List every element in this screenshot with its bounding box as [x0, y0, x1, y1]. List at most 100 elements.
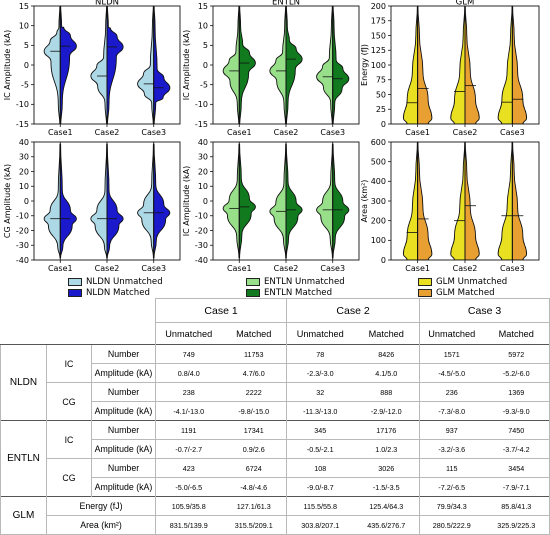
y-tick-label: -10	[195, 100, 208, 109]
violin-half	[222, 143, 240, 259]
x-tick-label: Case3	[500, 128, 525, 137]
x-tick-label: Case2	[453, 128, 478, 137]
legend-swatch	[246, 277, 260, 286]
table-cell: 1191	[155, 420, 222, 440]
x-tick-label: Case1	[48, 264, 73, 273]
y-tick-label: 0	[203, 197, 208, 206]
table-cell: 105.9/35.8	[155, 496, 222, 516]
violin-half	[238, 143, 256, 259]
y-tick-label: -40	[16, 256, 29, 265]
violin-half	[497, 6, 513, 124]
violin-half	[417, 6, 433, 124]
table-cell: -9.0/-8.7	[286, 477, 354, 497]
violin-half	[59, 143, 77, 259]
violin-half	[417, 142, 433, 260]
y-tick-label: -10	[16, 212, 29, 221]
table-cell: 345	[286, 420, 354, 440]
legend-swatch	[68, 277, 82, 286]
metric-label: Amplitude (kA)	[90, 401, 156, 421]
table-cell: 11753	[221, 344, 287, 364]
violin-half	[90, 143, 108, 259]
legend-item: NLDN Matched	[68, 287, 163, 298]
table-cell: 238	[155, 382, 222, 402]
y-tick-label: 0	[381, 120, 386, 129]
table-cell: 280.5/222.9	[419, 515, 484, 535]
table-cell: 17341	[221, 420, 287, 440]
y-tick-label: 300	[371, 197, 386, 206]
table-cell: -3.7/-4.2	[483, 439, 550, 459]
violin-half	[402, 6, 419, 124]
table-cell: -11.3/-13.0	[286, 401, 354, 421]
panel-title: GLM	[456, 0, 475, 8]
y-tick-label: 15	[19, 2, 29, 11]
y-tick-label: 100	[371, 61, 386, 70]
violin-half	[464, 142, 480, 260]
metric-label: Area (km²)	[45, 515, 156, 535]
y-axis-label: CG Amplitude (kA)	[3, 164, 12, 238]
table-cell: -1.5/-3.5	[353, 477, 420, 497]
y-tick-label: 0	[381, 256, 386, 265]
table-cell: -9.8/-15.0	[221, 401, 287, 421]
unmatched-header: Unmatched	[286, 322, 354, 345]
table-cell: 2222	[221, 382, 287, 402]
violin-half	[222, 6, 240, 124]
y-tick-label: 100	[371, 236, 386, 245]
violin-half	[137, 143, 155, 259]
y-tick-label: 10	[19, 21, 29, 30]
panel-title: ENTLN	[272, 0, 300, 8]
legend-glm: GLM Unmatched GLM Matched	[418, 276, 507, 298]
x-tick-label: Case1	[48, 128, 73, 137]
y-axis-label: Area (km²)	[360, 180, 369, 223]
matched-header: Matched	[221, 322, 287, 345]
table-cell: 1369	[483, 382, 550, 402]
violin-panel-entln-ic: -15 -10 -5 0 5 10 15 Case1 Case2 Case3 ENTLN IC Amp…	[182, 0, 360, 137]
table-cell: 435.6/276.7	[353, 515, 420, 535]
table-cell: -4.8/-4.6	[221, 477, 287, 497]
y-tick-label: 0	[203, 61, 208, 70]
violin-half	[90, 6, 108, 124]
table-cell: 4.1/5.0	[353, 363, 420, 383]
violin-half	[59, 6, 77, 124]
table-cell: 3026	[353, 458, 420, 478]
x-tick-label: Case3	[320, 128, 345, 137]
violin-half	[285, 143, 303, 259]
table-cell: 85.8/41.3	[483, 496, 550, 516]
table-cell: 0.8/4.0	[155, 363, 222, 383]
table-cell: 0.9/2.6	[221, 439, 287, 459]
y-tick-label: -20	[16, 226, 29, 235]
legend-swatch	[418, 277, 432, 286]
unmatched-header: Unmatched	[155, 322, 222, 345]
legend-swatch	[68, 288, 82, 297]
x-tick-label: Case1	[227, 128, 252, 137]
table-cell: 888	[353, 382, 420, 402]
y-tick-label: -10	[195, 212, 208, 221]
legend-swatch	[418, 288, 432, 297]
legend-label: GLM Matched	[436, 287, 495, 298]
y-tick-label: 0	[24, 61, 29, 70]
table-cell: -2.3/-3.0	[286, 363, 354, 383]
y-tick-label: 30	[19, 153, 29, 162]
table-cell: 1.0/2.3	[353, 439, 420, 459]
metric-label: Amplitude (kA)	[90, 439, 156, 459]
y-tick-label: 10	[19, 182, 29, 191]
table-cell: 303.8/207.1	[286, 515, 354, 535]
table-cell: 7450	[483, 420, 550, 440]
table-cell: 32	[286, 382, 354, 402]
y-tick-label: 40	[19, 138, 29, 147]
x-tick-label: Case3	[320, 264, 345, 273]
table-cell: 1571	[419, 344, 484, 364]
table-cell: -7.9/-7.1	[483, 477, 550, 497]
table-cell: 236	[419, 382, 484, 402]
table-cell: -4.5/-5.0	[419, 363, 484, 383]
y-tick-label: 25	[376, 105, 386, 114]
legend-label: GLM Unmatched	[436, 276, 508, 287]
table-cell: 937	[419, 420, 484, 440]
table-cell: -7.2/-6.5	[419, 477, 484, 497]
violin-panel-nldn-ic: -15 -10 -5 0 5 10 15 Case1 Case2 Case3 NLDN IC Ampl…	[3, 0, 181, 137]
violin-half	[137, 6, 155, 124]
y-tick-label: 10	[198, 182, 208, 191]
group-glm: GLM	[0, 496, 47, 535]
violin-half	[464, 6, 480, 124]
table-cell: 315.5/209.1	[221, 515, 287, 535]
type-ic: IC	[46, 344, 92, 383]
